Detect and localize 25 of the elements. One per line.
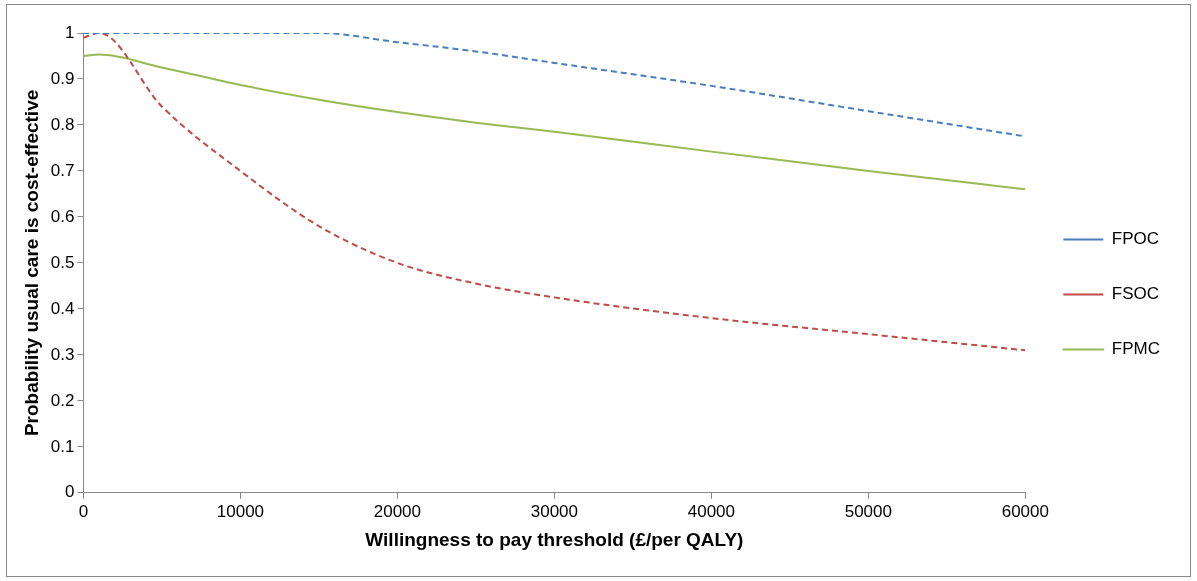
x-tick-label: 40000 [687,501,736,521]
y-tick-label: 0.6 [50,206,75,226]
y-tick-label: 0.2 [50,390,75,410]
y-tick-label: 0.1 [50,436,75,456]
y-tick-label: 1 [64,22,75,42]
x-tick-label: 30000 [530,501,579,521]
x-tick-label: 0 [78,501,89,521]
line-series [83,53,1026,191]
y-tick-label: 0.7 [50,160,75,180]
y-tick-label: 0 [64,482,75,502]
legend-label: FPMC [1111,339,1161,359]
x-tick-label: 10000 [216,501,265,521]
legend-label: FSOC [1111,284,1160,304]
legend-label: FPOC [1111,229,1160,249]
x-tick-label: 20000 [373,501,422,521]
y-tick-label: 0.4 [50,298,75,318]
y-tick-label: 0.5 [50,252,75,272]
x-axis-title: Willingness to pay threshold (£/per QALY) [365,528,744,550]
y-axis-title: Probability usual care is cost-effective [20,89,42,437]
line-series [83,33,1026,352]
x-tick-label: 50000 [844,501,892,521]
y-tick-label: 0.8 [50,114,75,134]
y-tick-label: 0.3 [50,344,75,364]
x-tick-label: 60000 [1001,501,1049,521]
y-tick-label: 0.9 [50,68,75,88]
